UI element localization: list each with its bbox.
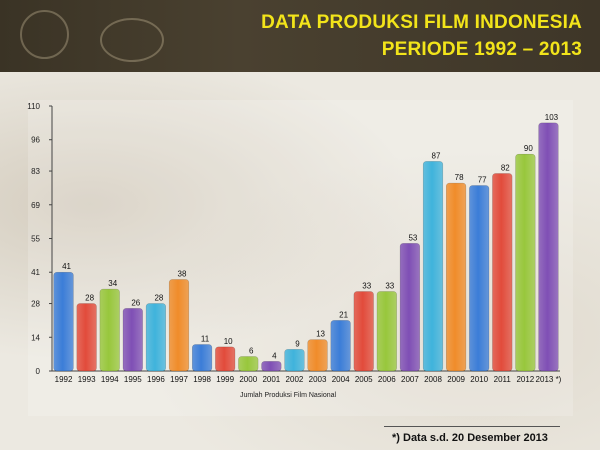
data-label: 34 [108, 279, 117, 288]
bar [168, 279, 190, 372]
data-label: 90 [524, 144, 533, 153]
data-label: 53 [408, 233, 417, 242]
bar [238, 356, 259, 372]
x-tick-label: 2003 [309, 375, 327, 384]
y-tick-label: 110 [27, 102, 40, 111]
x-tick-label: 2009 [447, 375, 465, 384]
y-tick-label: 28 [31, 300, 40, 309]
data-label: 9 [295, 339, 300, 348]
bar [215, 346, 236, 372]
ornament-icon [100, 18, 164, 62]
data-label: 82 [501, 163, 510, 172]
bar [376, 291, 397, 372]
data-label: 13 [316, 330, 325, 339]
x-tick-label: 1993 [78, 375, 96, 384]
x-tick-label: 2008 [424, 375, 442, 384]
x-tick-label: 1998 [193, 375, 211, 384]
x-tick-label: 1992 [55, 375, 73, 384]
x-tick-label: 2007 [401, 375, 419, 384]
bar [469, 185, 490, 372]
data-label: 26 [131, 298, 140, 307]
x-tick-label: 2002 [286, 375, 304, 384]
x-axis-caption: Jumlah Produksi Film Nasional [240, 392, 337, 399]
y-tick-label: 0 [36, 367, 41, 376]
bar [515, 153, 536, 372]
x-tick-label: 1995 [124, 375, 142, 384]
data-label: 78 [455, 173, 464, 182]
bar [538, 122, 559, 372]
data-label: 41 [62, 262, 71, 271]
data-label: 10 [224, 337, 233, 346]
data-label: 103 [545, 113, 559, 122]
footnote-rule [384, 426, 560, 427]
data-label: 38 [178, 269, 187, 278]
bar [192, 344, 213, 372]
x-tick-label: 2000 [239, 375, 257, 384]
data-label: 28 [85, 294, 94, 303]
background-texture [0, 72, 600, 450]
x-tick-label: 2010 [470, 375, 488, 384]
bar [422, 161, 444, 372]
x-tick-label: 2011 [494, 375, 512, 384]
x-tick-label: 1997 [170, 375, 188, 384]
y-tick-label: 55 [31, 235, 40, 244]
x-tick-label: 2005 [355, 375, 373, 384]
x-tick-label: 2001 [262, 375, 280, 384]
data-label: 77 [478, 176, 487, 185]
x-tick-label: 2004 [332, 375, 350, 384]
bar [330, 320, 351, 372]
data-label: 21 [339, 310, 348, 319]
data-label: 6 [249, 347, 254, 356]
data-label: 4 [272, 351, 277, 360]
data-label: 87 [432, 151, 441, 160]
bar [53, 271, 74, 372]
bar [76, 303, 97, 372]
bar [284, 349, 305, 372]
title-banner: DATA PRODUKSI FILM INDONESIA PERIODE 199… [0, 0, 600, 72]
bar [99, 288, 120, 372]
x-tick-label: 1994 [101, 375, 119, 384]
y-tick-label: 96 [31, 136, 40, 145]
bar [492, 173, 513, 372]
bar [353, 291, 374, 372]
bar [145, 303, 166, 372]
page-subtitle: PERIODE 1992 – 2013 [381, 39, 582, 60]
page-title: DATA PRODUKSI FILM INDONESIA [261, 12, 582, 33]
y-tick-label: 14 [31, 333, 40, 342]
data-label: 11 [201, 335, 210, 344]
bar [399, 243, 420, 372]
ornament-icon [20, 10, 69, 59]
footnote: *) Data s.d. 20 Desember 2013 [392, 432, 548, 444]
bar [446, 182, 467, 372]
x-tick-label: 2006 [378, 375, 396, 384]
bar [307, 339, 328, 372]
y-tick-label: 41 [31, 268, 40, 277]
x-tick-label: 1996 [147, 375, 165, 384]
data-label: 33 [362, 282, 371, 291]
x-tick-label: 2013 *) [536, 375, 562, 384]
data-label: 33 [385, 282, 394, 291]
data-label: 28 [154, 294, 163, 303]
x-tick-label: 2012 [516, 375, 534, 384]
x-tick-label: 1999 [216, 375, 234, 384]
y-tick-label: 83 [31, 167, 40, 176]
bar [122, 308, 143, 372]
bar [261, 361, 282, 372]
y-tick-label: 69 [31, 201, 40, 210]
